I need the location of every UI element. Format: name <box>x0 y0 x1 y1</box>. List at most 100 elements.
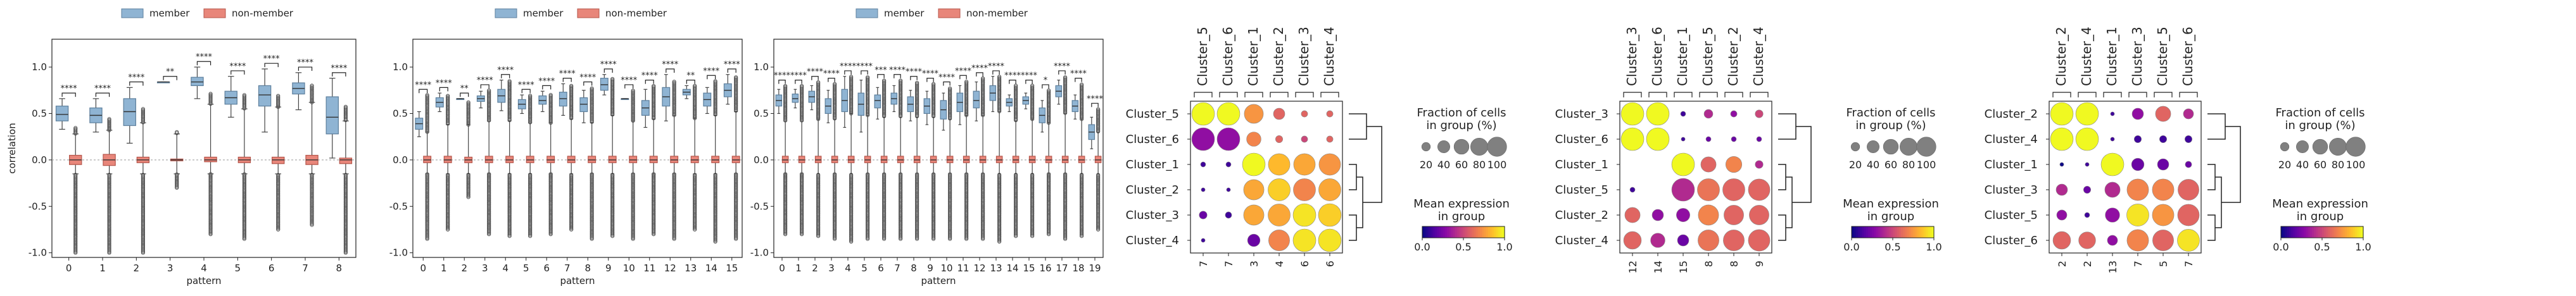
column-label: Cluster_5 <box>2155 27 2170 86</box>
significance-label: *** <box>874 66 887 75</box>
colorbar-tick-label: 1.0 <box>1496 241 1512 253</box>
column-label: Cluster_6 <box>2180 27 2195 86</box>
x-tick-label: 5 <box>861 262 868 274</box>
column-label: Cluster_3 <box>1296 27 1311 86</box>
non-member-box <box>1095 132 1101 174</box>
expression-dot <box>1722 178 1745 200</box>
size-legend-title: Fraction of cells <box>1847 106 1936 120</box>
x-tick-label: 0 <box>420 262 426 274</box>
expression-dot <box>1327 111 1333 117</box>
expression-dot <box>1192 102 1215 125</box>
column-label: Cluster_3 <box>1624 27 1639 86</box>
y-tick-label: -0.5 <box>28 200 47 212</box>
non-member-box <box>1045 123 1051 174</box>
member-box <box>990 77 995 112</box>
member-box <box>683 85 690 99</box>
significance-bracket: ** <box>460 84 469 97</box>
legend-swatch-non-member <box>578 9 599 18</box>
expression-dot <box>1672 178 1695 201</box>
member-box <box>436 93 443 111</box>
x-tick-label: 3 <box>828 262 835 274</box>
x-tick-label: 7 <box>1223 261 1235 267</box>
x-tick-label: 13 <box>685 262 697 274</box>
column-group-bracket <box>1649 92 1667 97</box>
expression-dot <box>1318 204 1341 226</box>
expression-dot <box>1723 230 1744 250</box>
x-tick-label: 1 <box>99 262 106 274</box>
colorbar-title: Mean expression <box>1413 197 1510 211</box>
size-legend-tick: 100 <box>1487 159 1507 171</box>
x-axis-label: pattern <box>186 275 221 287</box>
significance-label: **** <box>229 62 246 71</box>
iqr-box <box>547 156 555 163</box>
non-member-box <box>1029 119 1035 174</box>
member-box <box>1023 93 1028 109</box>
iqr-box <box>881 156 887 163</box>
size-legend-dot <box>1851 142 1860 151</box>
significance-bracket: **** <box>807 68 824 80</box>
non-member-box <box>881 117 887 174</box>
significance-label: **** <box>579 73 597 83</box>
significance-bracket: **** <box>1004 71 1021 84</box>
member-box <box>924 91 930 125</box>
colorbar-title: in group <box>1438 210 1485 223</box>
dendrogram-branch <box>1792 126 1811 202</box>
member-box <box>973 82 979 121</box>
expression-dot <box>1217 128 1240 151</box>
x-tick-label: 19 <box>1089 262 1101 274</box>
significance-label: ** <box>460 84 469 94</box>
significance-label: **** <box>61 84 78 94</box>
member-box <box>415 112 423 137</box>
expression-dot <box>1698 205 1719 225</box>
expression-dot <box>1698 230 1719 250</box>
member-box <box>809 85 814 109</box>
non-member-box <box>567 119 575 174</box>
x-tick-label: 1 <box>795 262 802 274</box>
row-label: Cluster_3 <box>1985 183 2038 197</box>
iqr-box <box>1078 156 1084 163</box>
expression-dot <box>1244 180 1264 200</box>
significance-bracket: **** <box>297 58 314 71</box>
significance-label: **** <box>703 66 720 76</box>
size-legend-dot <box>1917 137 1936 157</box>
significance-label: **** <box>1070 70 1087 79</box>
expression-dot <box>1225 212 1232 218</box>
significance-label: **** <box>724 60 741 70</box>
expression-dot <box>1327 136 1333 142</box>
significance-bracket: **** <box>1070 70 1087 82</box>
expression-dot <box>1242 153 1265 176</box>
y-tick-label: -1.0 <box>28 247 47 259</box>
iqr-box <box>963 156 969 163</box>
iqr-box <box>1013 156 1018 163</box>
significance-label: **** <box>263 54 281 64</box>
non-member-box <box>272 107 284 174</box>
iqr-box <box>539 96 546 104</box>
legend-label-member: member <box>149 8 190 19</box>
iqr-box <box>205 157 217 161</box>
iqr-box <box>914 156 919 163</box>
row-label: Cluster_1 <box>1555 158 1608 171</box>
member-box <box>539 91 546 111</box>
member-box <box>792 89 798 108</box>
expression-dot <box>2132 108 2144 120</box>
dendrogram-branch <box>1349 164 1356 190</box>
member-box <box>704 87 711 113</box>
expression-dot <box>1301 136 1308 142</box>
significance-label: **** <box>1087 94 1104 104</box>
row-label: Cluster_5 <box>1555 183 1608 197</box>
significance-bracket: **** <box>1021 71 1038 84</box>
y-tick-label: 0.5 <box>32 108 47 119</box>
y-axis-label: correlation <box>6 123 18 174</box>
x-tick-label: 6 <box>1299 261 1311 267</box>
significance-bracket: **** <box>1054 62 1071 75</box>
iqr-box <box>339 158 351 164</box>
legend-swatch-member <box>495 9 517 18</box>
column-label: Cluster_1 <box>1675 27 1690 86</box>
colorbar-tick-label: 0.5 <box>1885 241 1900 253</box>
x-tick-label: 7 <box>564 262 571 274</box>
x-tick-label: 18 <box>1072 262 1084 274</box>
iqr-box <box>567 156 575 163</box>
